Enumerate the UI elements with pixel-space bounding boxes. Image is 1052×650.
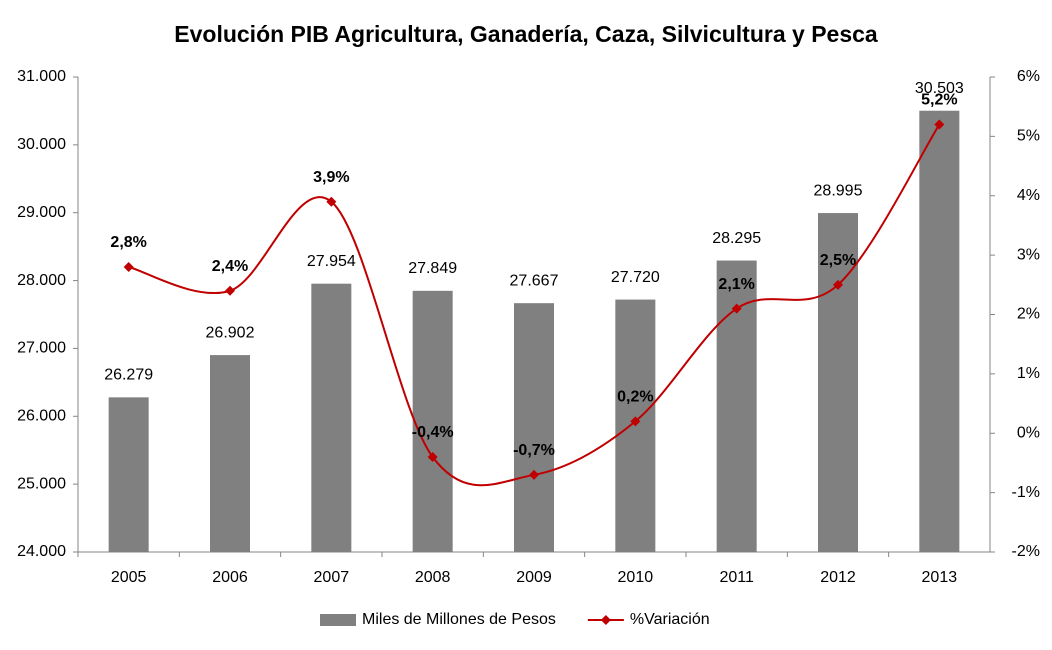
bar-value-label: 27.720: [611, 269, 660, 286]
line-value-label: -0,7%: [513, 442, 555, 459]
line-marker: [630, 416, 641, 427]
chart-title: Evolución PIB Agricultura, Ganadería, Ca…: [174, 21, 878, 47]
bar: [311, 283, 352, 552]
bar-value-label: 28.295: [712, 230, 761, 247]
y-tick-label: 28.000: [17, 272, 66, 289]
line: [128, 123, 941, 487]
x-tick-label: 2009: [516, 569, 552, 586]
bar-value-label: 27.667: [510, 272, 559, 289]
line-marker: [529, 469, 539, 480]
bar: [514, 303, 554, 552]
bar: [412, 290, 453, 552]
y2-tick-label: 2%: [1017, 306, 1040, 323]
legend-label: %Variación: [630, 611, 710, 628]
y-tick-label: 30.000: [17, 136, 66, 153]
bar-value-label: 26.279: [104, 367, 153, 384]
legend-swatch: [320, 614, 356, 626]
line-marker: [225, 285, 235, 296]
line-marker: [326, 196, 337, 207]
bar-value-label: 27.849: [408, 260, 457, 277]
line-value-label: 2,8%: [110, 234, 146, 251]
y2-tick-label: 4%: [1017, 187, 1040, 204]
x-tick-label: 2013: [922, 569, 958, 586]
y2-tick-label: -1%: [1012, 484, 1040, 501]
y-tick-label: 27.000: [17, 340, 66, 357]
bar: [108, 397, 149, 552]
x-tick-label: 2008: [415, 569, 451, 586]
y2-tick-label: 1%: [1017, 365, 1040, 382]
line-marker: [934, 119, 945, 130]
bar-value-label: 28.995: [814, 182, 863, 199]
legend-marker: [600, 615, 611, 625]
y2-tick-label: -2%: [1012, 543, 1040, 560]
y-tick-label: 24.000: [17, 543, 66, 560]
line-value-label: 3,9%: [313, 169, 349, 186]
x-tick-label: 2010: [618, 569, 654, 586]
bar-value-label: 27.954: [307, 253, 356, 270]
line-marker: [731, 303, 742, 314]
line-value-label: 2,1%: [718, 276, 754, 293]
y-tick-label: 31.000: [17, 68, 66, 85]
bar: [210, 355, 250, 552]
x-tick-label: 2006: [212, 569, 248, 586]
x-tick-label: 2007: [314, 569, 350, 586]
legend-label: Miles de Millones de Pesos: [362, 611, 556, 628]
y2-tick-label: 3%: [1017, 246, 1040, 263]
line-value-label: -0,4%: [412, 424, 454, 441]
line-marker: [123, 262, 134, 272]
y-tick-label: 26.000: [17, 408, 66, 425]
y-tick-label: 25.000: [17, 475, 66, 492]
y2-tick-label: 6%: [1017, 68, 1040, 85]
line-value-label: 2,5%: [820, 252, 856, 269]
bar-value-label: 30.503: [915, 80, 964, 97]
bar-value-label: 26.902: [206, 324, 255, 341]
line-value-label: 0,2%: [617, 389, 653, 406]
y2-tick-label: 0%: [1017, 424, 1040, 441]
line-value-label: 2,4%: [212, 258, 248, 275]
line-value-label: 5,2%: [921, 92, 957, 109]
y-tick-label: 29.000: [17, 204, 66, 221]
bar: [919, 110, 960, 552]
x-tick-label: 2011: [719, 569, 754, 586]
x-tick-label: 2005: [111, 569, 147, 586]
y2-tick-label: 5%: [1017, 128, 1040, 145]
line-marker: [427, 452, 438, 462]
line-marker: [833, 279, 843, 290]
x-tick-label: 2012: [820, 569, 856, 586]
